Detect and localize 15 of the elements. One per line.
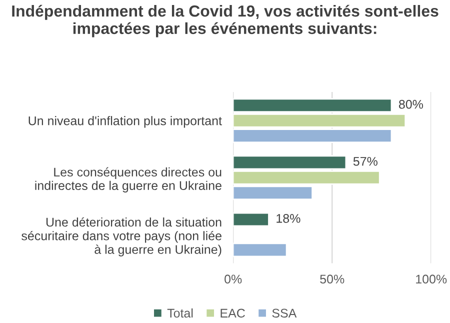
y-tick-label: Une déterioration de la situation sécuritaire dans votre pays (non liée à la guerre en Ukraine) (22, 217, 222, 256)
bar (233, 212, 270, 227)
y-tick-label: Un niveau d'inflation plus important (28, 116, 222, 128)
x-tick-label: 100% (416, 274, 447, 284)
data-label: 18% (276, 214, 300, 223)
bar (233, 242, 288, 258)
chart-title: Indépendamment de la Covid 19, vos activités sont-elles impactées par les événements suivants: (12, 4, 438, 38)
x-tick-label: 50% (320, 274, 344, 284)
data-label: 80% (398, 100, 424, 109)
x-tick-label: 0% (224, 274, 242, 284)
legend-label: SSA (272, 308, 297, 318)
y-tick-label: Les conséquences directes ou indirectes de la guerre en Ukraine (35, 167, 222, 192)
data-label: 57% (353, 156, 378, 166)
legend-label: EAC (220, 308, 245, 318)
legend-label: Total (167, 308, 193, 318)
